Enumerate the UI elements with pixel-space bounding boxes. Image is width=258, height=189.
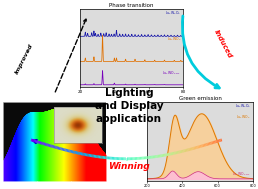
Title: Phase transition: Phase transition — [109, 3, 154, 8]
Text: Induced: Induced — [213, 28, 233, 59]
FancyArrowPatch shape — [33, 140, 37, 143]
Text: Winning: Winning — [108, 162, 150, 171]
FancyArrowPatch shape — [182, 16, 219, 88]
Text: Lu$_2$W$_3$O$_9$: Lu$_2$W$_3$O$_9$ — [235, 103, 251, 110]
Text: Lu$_2$W$_3$O$_9$: Lu$_2$W$_3$O$_9$ — [165, 10, 181, 17]
Title: Single component WLED: Single component WLED — [29, 97, 79, 101]
Text: Lu$_2$WO$_6$: Lu$_2$WO$_6$ — [236, 113, 251, 121]
Text: Lu$_2$WO$_{6-x}$: Lu$_2$WO$_{6-x}$ — [162, 70, 181, 77]
FancyArrowPatch shape — [55, 19, 86, 92]
Title: Green emission: Green emission — [179, 96, 221, 101]
X-axis label: Wavelength (nm): Wavelength (nm) — [39, 188, 69, 189]
Text: Lu$_2$WO$_6$: Lu$_2$WO$_6$ — [167, 36, 181, 43]
Text: Lu$_2$WO$_{6-x}$: Lu$_2$WO$_{6-x}$ — [232, 171, 251, 178]
Text: Improved: Improved — [15, 43, 34, 75]
Text: Lighting
and Display
application: Lighting and Display application — [95, 88, 163, 124]
